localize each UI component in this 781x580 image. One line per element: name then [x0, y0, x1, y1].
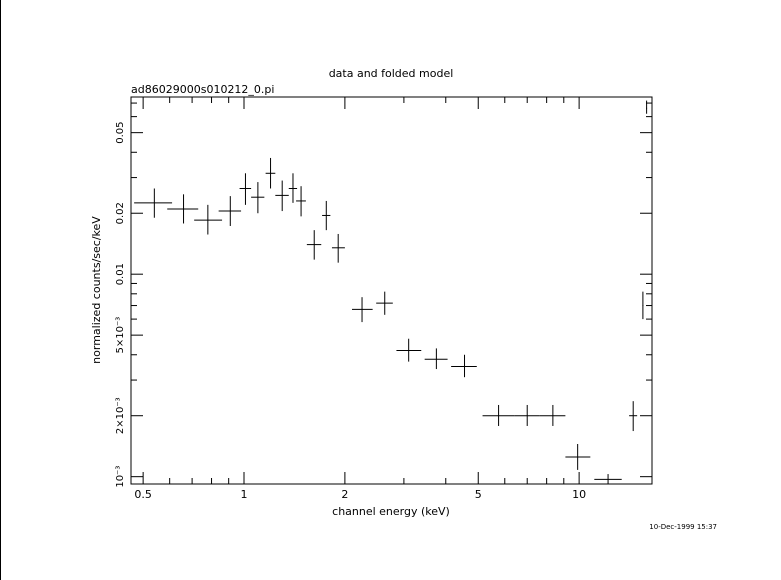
data-point [594, 474, 622, 484]
data-point [218, 196, 242, 226]
data-point [646, 100, 648, 114]
x-tick-label: 10 [572, 488, 586, 501]
y-tick-labels: 10⁻³ 2×10⁻³ 5×10⁻³ 0.01 0.02 0.05 [115, 122, 126, 488]
data-point [239, 173, 252, 205]
y-tick-label: 2×10⁻³ [115, 397, 126, 434]
y-tick-label: 10⁻³ [115, 466, 126, 488]
data-point [565, 443, 591, 470]
data-point [194, 204, 223, 235]
axis-ticks [131, 97, 652, 484]
data-point [396, 338, 422, 362]
data-point [322, 200, 331, 231]
data-point [167, 194, 199, 224]
timestamp: 10-Dec-1999 15:37 [649, 523, 717, 531]
y-axis-label: normalized counts/sec/keV [90, 216, 103, 364]
data-point [451, 354, 477, 378]
plot-border [130, 96, 653, 485]
data-point [331, 233, 345, 263]
x-tick-labels: 0.5 1 2 5 10 [134, 488, 586, 501]
chart-title: data and folded model [329, 67, 454, 80]
y-tick-label: 0.01 [115, 263, 126, 285]
data-point [265, 157, 276, 189]
x-tick-label: 5 [475, 488, 482, 501]
data-point [275, 180, 289, 212]
x-axis-label: channel energy (keV) [332, 505, 450, 518]
data-points [134, 100, 648, 484]
data-point [288, 173, 298, 203]
data-point [514, 404, 540, 426]
data-point [351, 297, 373, 323]
data-point [134, 188, 173, 218]
y-tick-label: 5×10⁻³ [115, 317, 126, 354]
x-tick-label: 0.5 [134, 488, 152, 501]
x-tick-label: 2 [341, 488, 348, 501]
window-left-border [0, 0, 1, 580]
x-tick-label: 1 [241, 488, 248, 501]
data-point [296, 186, 306, 217]
data-point [251, 182, 265, 214]
data-point [539, 404, 566, 426]
data-point [482, 404, 515, 426]
data-point [376, 291, 393, 315]
chart-subtitle: ad86029000s010212_0.pi [131, 83, 274, 96]
data-point [642, 291, 644, 320]
data-point [629, 401, 638, 432]
y-tick-label: 0.02 [115, 202, 126, 224]
plot-frame [130, 96, 653, 485]
data-point [306, 230, 322, 260]
y-tick-label: 0.05 [115, 122, 126, 144]
data-point [424, 348, 448, 370]
